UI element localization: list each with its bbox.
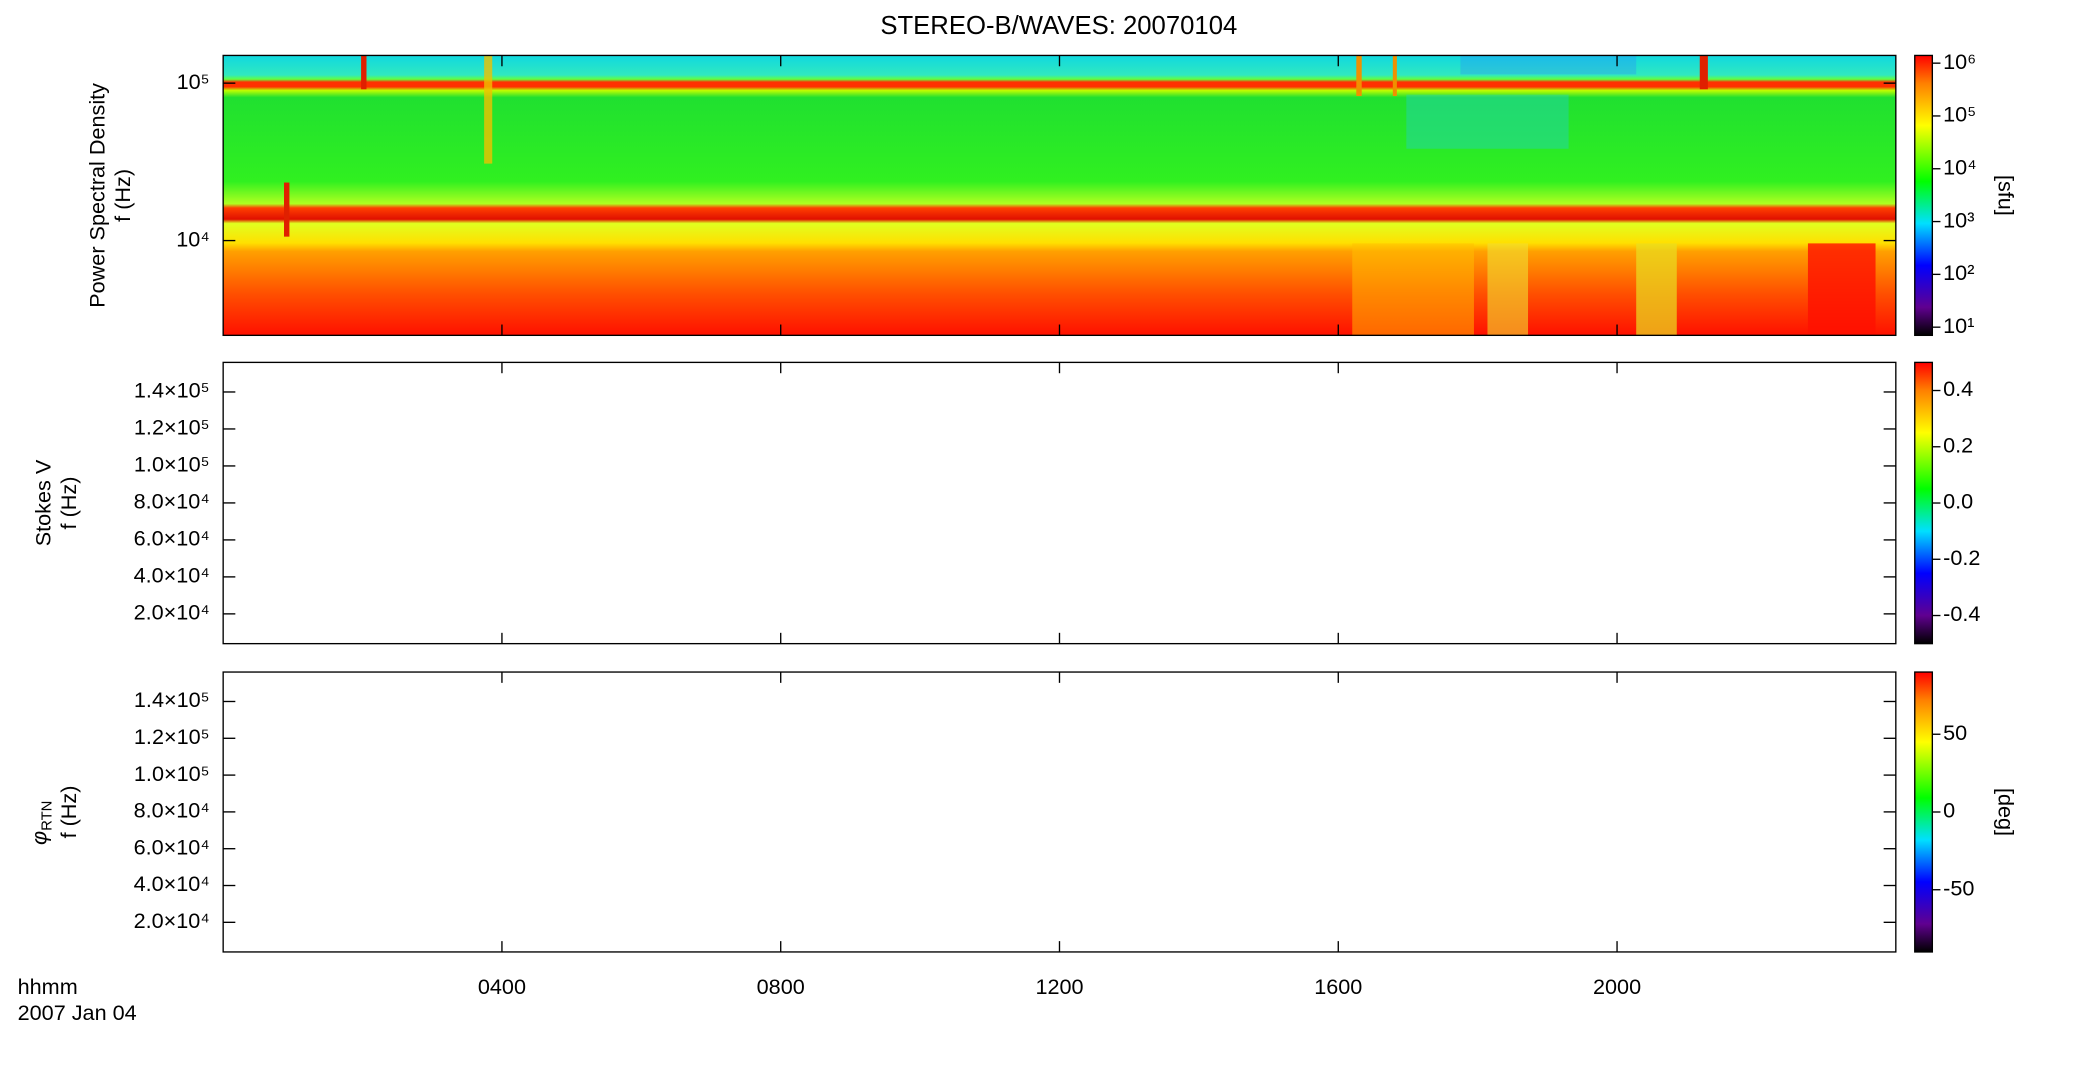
y-tick-label: 6.0×10⁴	[134, 834, 210, 859]
colorbar	[1914, 671, 1934, 953]
y-tick-label: 6.0×10⁴	[134, 526, 210, 551]
colorbar-tick-label: 10⁵	[1943, 102, 1976, 127]
x-tick-label: 1200	[1035, 974, 1083, 999]
spectrogram-streak	[361, 55, 367, 90]
colorbar-tick-label: 10³	[1943, 207, 1974, 232]
colorbar-tick-label: 10²	[1943, 260, 1974, 285]
plot-frame	[222, 361, 1897, 645]
y-tick-label: 4.0×10⁴	[134, 871, 210, 896]
x-tick-label: 0400	[478, 974, 526, 999]
colorbar-tick-label: 50	[1943, 720, 1967, 745]
y-tick-label: 2.0×10⁴	[134, 600, 210, 625]
colorbar-tick-label: 0	[1943, 798, 1955, 823]
spectrogram-streak	[1699, 55, 1708, 90]
y-tick-label: 10⁴	[176, 226, 209, 251]
x-axis-date: 2007 Jan 04	[18, 1000, 137, 1025]
y-axis-label: Stokes V	[30, 459, 55, 546]
x-tick-label: 0800	[757, 974, 805, 999]
colorbar-tick-label: 10⁴	[1943, 154, 1976, 179]
y-axis-label: φRTN	[26, 801, 55, 845]
chart-title: STEREO-B/WAVES: 20070104	[880, 12, 1237, 40]
y-axis-label: Power Spectral Density	[84, 83, 109, 308]
y-axis-unit: f (Hz)	[110, 169, 135, 222]
y-tick-label: 2.0×10⁴	[134, 908, 210, 933]
spectrogram-patch	[1352, 243, 1474, 336]
y-tick-label: 1.4×10⁵	[134, 687, 210, 712]
spectrogram-streak	[484, 55, 493, 164]
colorbar-label: [deg]	[1993, 788, 2018, 836]
y-tick-label: 10⁵	[177, 69, 210, 94]
spectrogram-patch	[1406, 94, 1569, 149]
y-tick-label: 8.0×10⁴	[134, 798, 210, 823]
y-tick-label: 8.0×10⁴	[134, 489, 210, 514]
y-label-symbol: φ	[26, 831, 51, 845]
y-axis-unit: f (Hz)	[56, 477, 81, 530]
y-tick-label: 1.0×10⁵	[134, 452, 210, 477]
colorbar-tick-label: -0.4	[1943, 601, 1980, 626]
colorbar-tick-label: -0.2	[1943, 545, 1980, 570]
y-tick-label: 1.2×10⁵	[134, 724, 210, 749]
colorbar-tick-label: 0.4	[1943, 376, 1973, 401]
colorbar-tick-label: 10⁶	[1943, 49, 1976, 74]
y-tick-label: 4.0×10⁴	[134, 563, 210, 588]
colorbar-tick-label: 0.0	[1943, 489, 1973, 514]
spectrogram-streak	[1392, 55, 1397, 97]
colorbar-tick-label: 10¹	[1943, 313, 1974, 338]
spectrogram-streak	[1356, 55, 1362, 97]
colorbar	[1914, 54, 1934, 337]
colorbar-label: [sfu]	[1993, 175, 2018, 216]
spectrogram-patch	[1636, 243, 1677, 336]
y-tick-label: 1.4×10⁵	[134, 378, 210, 403]
colorbar	[1914, 361, 1934, 645]
y-axis-unit: f (Hz)	[56, 786, 81, 839]
spectrogram-patch	[1460, 55, 1637, 75]
y-label-subscript: RTN	[39, 801, 55, 831]
colorbar-tick-label: -50	[1943, 875, 1974, 900]
x-axis-label: hhmm	[18, 974, 78, 999]
spectrogram-fill	[223, 55, 1896, 336]
spectrogram-streak	[284, 182, 290, 237]
spectrogram	[223, 55, 1896, 336]
plot-frame	[222, 671, 1897, 953]
colorbar-tick-label: 0.2	[1943, 432, 1973, 457]
y-tick-label: 1.0×10⁵	[134, 761, 210, 786]
spectrogram-patch	[1487, 243, 1529, 336]
x-tick-label: 2000	[1593, 974, 1641, 999]
x-tick-label: 1600	[1314, 974, 1362, 999]
y-tick-label: 1.2×10⁵	[134, 415, 210, 440]
spectrogram-patch	[1807, 243, 1876, 336]
